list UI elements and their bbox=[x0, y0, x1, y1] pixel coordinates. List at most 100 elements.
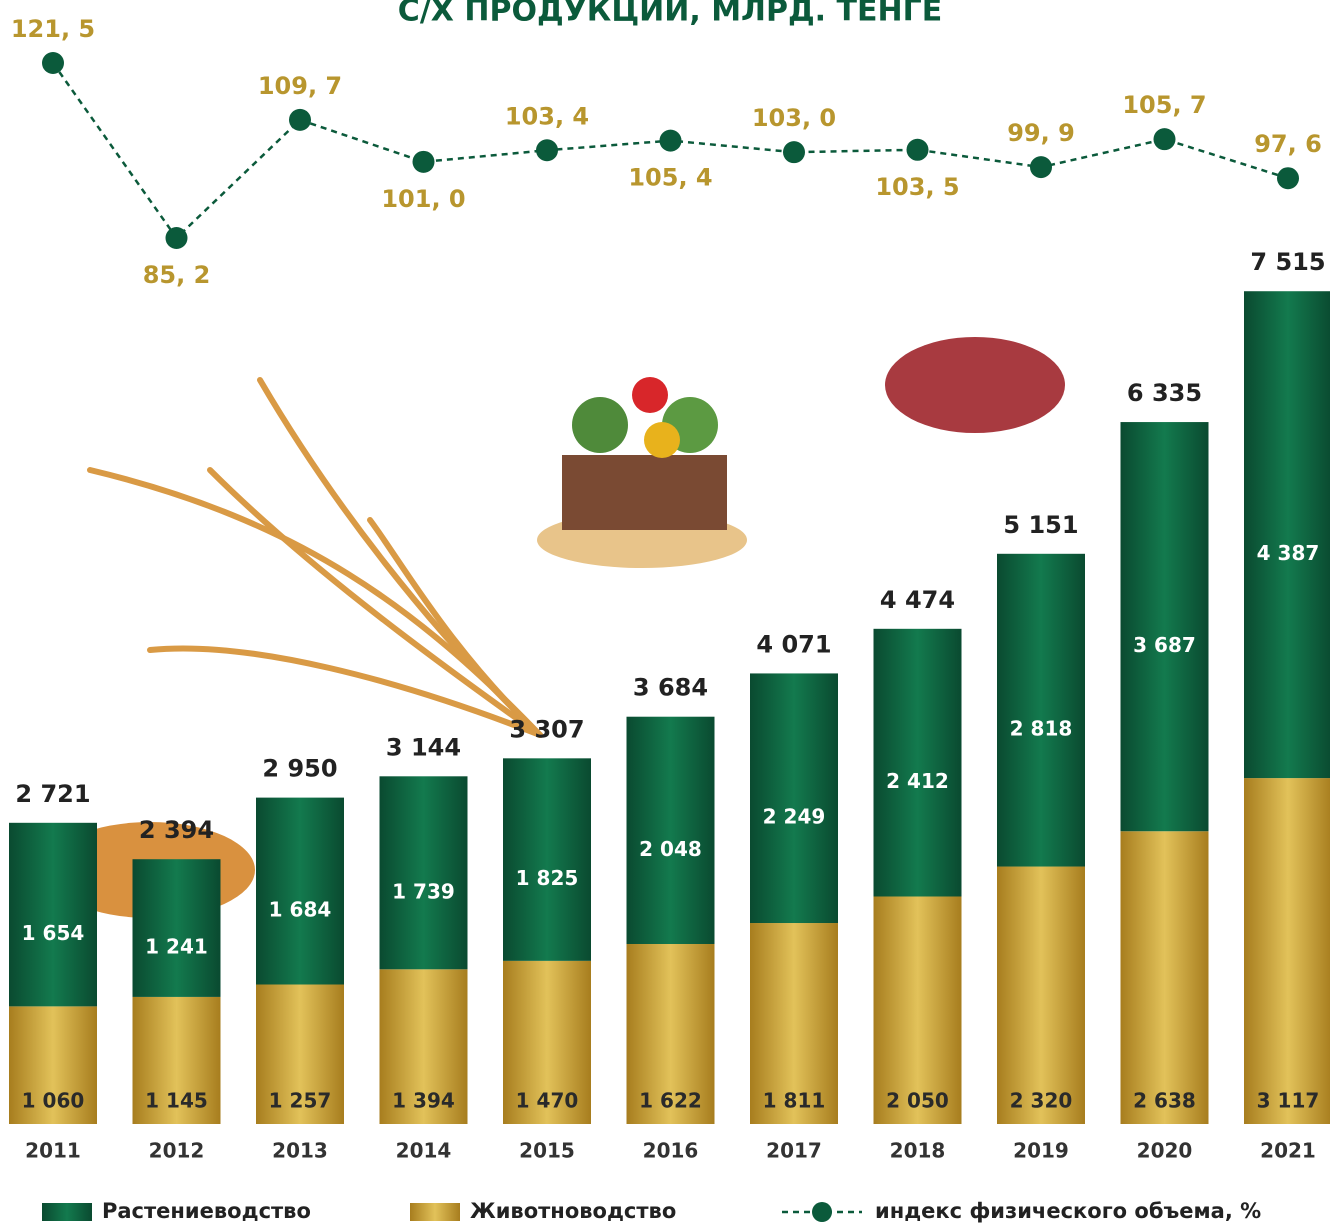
value-label: 1 145 bbox=[145, 1089, 208, 1113]
total-label: 3 684 bbox=[633, 674, 708, 702]
value-label: 2 818 bbox=[1010, 717, 1073, 741]
value-label: 1 394 bbox=[392, 1089, 455, 1113]
total-label: 6 335 bbox=[1127, 379, 1202, 407]
index-label: 99, 9 bbox=[1007, 119, 1075, 147]
index-marker bbox=[906, 138, 929, 161]
bar-segment bbox=[626, 716, 715, 944]
index-marker bbox=[289, 108, 311, 131]
bar-segment bbox=[1244, 778, 1330, 1124]
bar-segment bbox=[503, 960, 591, 1124]
vegetables-illustration bbox=[537, 377, 747, 568]
index-label: 105, 7 bbox=[1122, 91, 1206, 119]
total-label: 4 071 bbox=[756, 630, 831, 658]
value-label: 1 811 bbox=[763, 1089, 826, 1113]
bar-segment bbox=[132, 996, 221, 1124]
index-label: 85, 2 bbox=[143, 261, 211, 289]
x-tick-label: 2012 bbox=[149, 1139, 205, 1163]
index-label: 103, 0 bbox=[752, 104, 836, 132]
bar-segment bbox=[379, 969, 468, 1124]
index-marker bbox=[783, 141, 805, 164]
index-label: 101, 0 bbox=[381, 185, 465, 213]
bar-segment bbox=[132, 859, 221, 997]
value-label: 1 470 bbox=[516, 1089, 579, 1113]
legend-label: индекс физического объема, % bbox=[875, 1199, 1261, 1223]
index-label: 103, 4 bbox=[505, 102, 589, 130]
wheat-illustration bbox=[87, 377, 543, 738]
value-label: 1 622 bbox=[639, 1089, 702, 1113]
bar-segment bbox=[256, 797, 344, 985]
x-tick-label: 2021 bbox=[1260, 1139, 1316, 1163]
bar-segment bbox=[1120, 422, 1209, 832]
index-marker bbox=[1030, 156, 1052, 179]
x-tick-label: 2013 bbox=[272, 1139, 328, 1163]
x-tick-label: 2018 bbox=[890, 1139, 946, 1163]
legend-label: Растениеводство bbox=[102, 1199, 311, 1223]
value-label: 1 739 bbox=[392, 879, 455, 903]
total-label: 7 515 bbox=[1250, 248, 1325, 276]
total-label: 2 721 bbox=[15, 780, 90, 808]
total-label: 2 394 bbox=[139, 816, 214, 844]
value-label: 2 050 bbox=[886, 1089, 949, 1113]
total-label: 3 307 bbox=[509, 715, 584, 743]
x-tick-label: 2015 bbox=[519, 1139, 575, 1163]
total-label: 2 950 bbox=[262, 755, 337, 783]
bar-segment bbox=[997, 866, 1085, 1124]
bar-segment bbox=[626, 943, 715, 1124]
index-marker bbox=[1153, 128, 1176, 151]
bar-segment bbox=[1120, 831, 1209, 1124]
index-marker bbox=[165, 227, 188, 249]
legend-label: Животноводство bbox=[470, 1199, 676, 1223]
total-label: 3 144 bbox=[386, 733, 461, 761]
value-label: 2 638 bbox=[1133, 1089, 1196, 1113]
chart-title: С/Х ПРОДУКЦИИ, МЛРД. ТЕНГЕ bbox=[398, 0, 942, 29]
index-marker bbox=[412, 150, 435, 173]
bar-segment bbox=[9, 1006, 97, 1124]
value-label: 1 241 bbox=[145, 935, 208, 959]
bar-segment bbox=[750, 673, 838, 924]
value-label: 3 687 bbox=[1133, 633, 1196, 657]
value-label: 2 048 bbox=[639, 837, 702, 861]
index-label: 105, 4 bbox=[628, 164, 712, 192]
index-label: 109, 7 bbox=[258, 72, 342, 100]
total-label: 4 474 bbox=[880, 586, 955, 614]
bar-segment bbox=[1244, 291, 1330, 779]
meat-illustration bbox=[885, 337, 1065, 433]
x-tick-label: 2019 bbox=[1013, 1139, 1069, 1163]
value-label: 2 412 bbox=[886, 769, 949, 793]
index-marker bbox=[1277, 167, 1299, 190]
bar-segment bbox=[997, 553, 1085, 867]
index-marker bbox=[536, 139, 558, 162]
bar-segment bbox=[873, 628, 962, 897]
index-label: 97, 6 bbox=[1254, 130, 1322, 158]
x-tick-label: 2020 bbox=[1137, 1139, 1193, 1163]
x-tick-label: 2011 bbox=[25, 1139, 81, 1163]
legend-swatch bbox=[410, 1203, 460, 1221]
bar-segment bbox=[379, 776, 468, 970]
index-marker bbox=[42, 52, 64, 74]
x-tick-label: 2017 bbox=[766, 1139, 822, 1163]
index-marker bbox=[659, 129, 682, 152]
total-label: 5 151 bbox=[1003, 511, 1078, 539]
bar-segment bbox=[256, 984, 344, 1124]
value-label: 2 249 bbox=[763, 805, 826, 829]
value-label: 2 320 bbox=[1010, 1089, 1073, 1113]
value-label: 1 825 bbox=[516, 866, 579, 890]
index-label: 121, 5 bbox=[11, 15, 95, 43]
bar-segment bbox=[873, 896, 962, 1124]
legend-swatch bbox=[42, 1203, 92, 1221]
value-label: 1 060 bbox=[22, 1089, 85, 1113]
index-label: 103, 5 bbox=[875, 173, 959, 201]
bar-segment bbox=[503, 758, 591, 961]
legend-marker bbox=[812, 1202, 832, 1222]
value-label: 3 117 bbox=[1257, 1089, 1320, 1113]
value-label: 1 257 bbox=[269, 1089, 332, 1113]
value-label: 1 684 bbox=[269, 898, 332, 922]
value-label: 1 654 bbox=[22, 921, 85, 945]
value-label: 4 387 bbox=[1257, 541, 1320, 565]
x-tick-label: 2016 bbox=[643, 1139, 699, 1163]
bar-segment bbox=[750, 923, 838, 1124]
x-tick-label: 2014 bbox=[396, 1139, 452, 1163]
bar-segment bbox=[9, 822, 97, 1007]
